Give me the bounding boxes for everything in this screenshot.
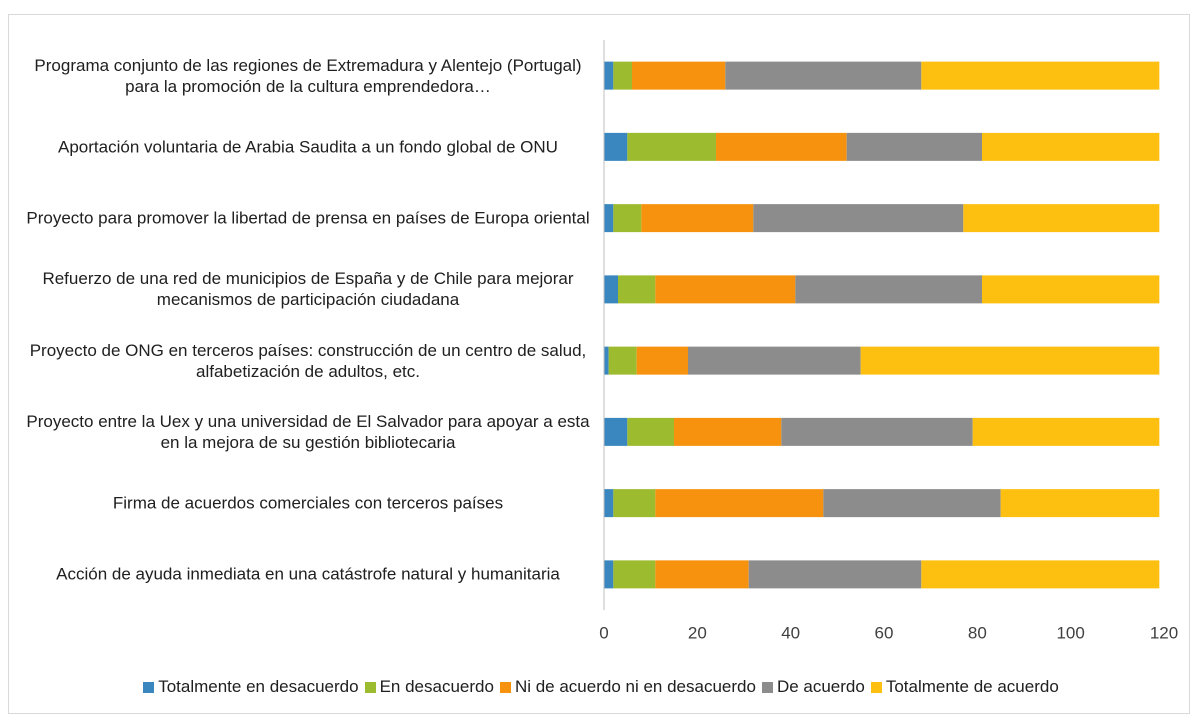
bar-segment [655, 489, 824, 518]
x-tick-label: 60 [875, 623, 894, 642]
legend-item: En desacuerdo [364, 677, 494, 697]
bar-segment [613, 489, 656, 518]
bar-segment [632, 61, 726, 90]
bar-segment [748, 560, 922, 589]
bar-segment [688, 346, 861, 375]
bar-segment [972, 417, 1160, 446]
x-tick-label: 120 [1150, 623, 1178, 642]
category-label: Programa conjunto de las regiones de Ext… [34, 55, 582, 96]
legend-item: De acuerdo [761, 677, 865, 697]
x-tick-label: 20 [688, 623, 707, 642]
bar-segment [627, 417, 674, 446]
category-label: Firma de acuerdos comerciales con tercer… [112, 493, 504, 513]
bar-segment [1000, 489, 1160, 518]
bar-segment [860, 346, 1160, 375]
bar-segment [604, 346, 609, 375]
bar-segment [604, 204, 614, 233]
legend-swatch [143, 681, 155, 693]
chart-frame [8, 14, 1190, 714]
bar-segment [604, 132, 628, 161]
category-label: Aportación voluntaria de Arabia Saudita … [58, 137, 558, 157]
bar-segment [921, 560, 1160, 589]
bar-segment [921, 61, 1160, 90]
legend-swatch [761, 681, 773, 693]
bar-segment [618, 275, 656, 304]
legend-swatch [499, 681, 511, 693]
bar-segment [613, 204, 642, 233]
x-tick-label: 0 [599, 623, 608, 642]
legend-label: Totalmente de acuerdo [885, 677, 1059, 696]
legend-item: Totalmente en desacuerdo [143, 677, 359, 697]
bar-segment [846, 132, 982, 161]
bar-segment [604, 61, 614, 90]
bar-segment [753, 204, 964, 233]
category-label: Proyecto entre la Uex y una universidad … [26, 411, 590, 452]
legend-swatch [364, 681, 376, 693]
bar-segment [781, 417, 973, 446]
bar-segment [674, 417, 782, 446]
category-label: Proyecto para promover la libertad de pr… [26, 208, 590, 228]
bar-segment [795, 275, 982, 304]
bar-segment [608, 346, 637, 375]
legend: Totalmente en desacuerdo En desacuerdo Ni … [0, 677, 1202, 697]
legend-item: Ni de acuerdo ni en desacuerdo [499, 677, 756, 697]
bar-segment [725, 61, 922, 90]
category-label: Refuerzo de una red de municipios de Esp… [42, 269, 574, 310]
category-label: Acción de ayuda inmediata en una catástr… [56, 564, 560, 584]
bar-segment [641, 204, 754, 233]
bar-segment [636, 346, 688, 375]
legend-label: Totalmente en desacuerdo [158, 677, 359, 696]
bar-segment [604, 275, 618, 304]
bar-segment [604, 560, 614, 589]
bar-segment [613, 560, 656, 589]
bar-segment [823, 489, 1001, 518]
bar-segment [604, 417, 628, 446]
bar-segment [716, 132, 847, 161]
legend-label: En desacuerdo [379, 677, 494, 696]
bar-segment [627, 132, 716, 161]
x-tick-label: 80 [968, 623, 987, 642]
bar-segment [655, 560, 749, 589]
bar-segment [963, 204, 1160, 233]
bar-segment [604, 489, 614, 518]
bar-segment [655, 275, 796, 304]
category-label: Proyecto de ONG en terceros países: cons… [29, 340, 587, 381]
x-tick-label: 40 [781, 623, 800, 642]
bar-segment [982, 132, 1160, 161]
bar-segment [982, 275, 1160, 304]
legend-item: Totalmente de acuerdo [870, 677, 1059, 697]
x-tick-label: 100 [1056, 623, 1084, 642]
bar-segment [613, 61, 632, 90]
legend-label: De acuerdo [776, 677, 865, 696]
legend-swatch [870, 681, 882, 693]
legend-label: Ni de acuerdo ni en desacuerdo [514, 677, 756, 696]
